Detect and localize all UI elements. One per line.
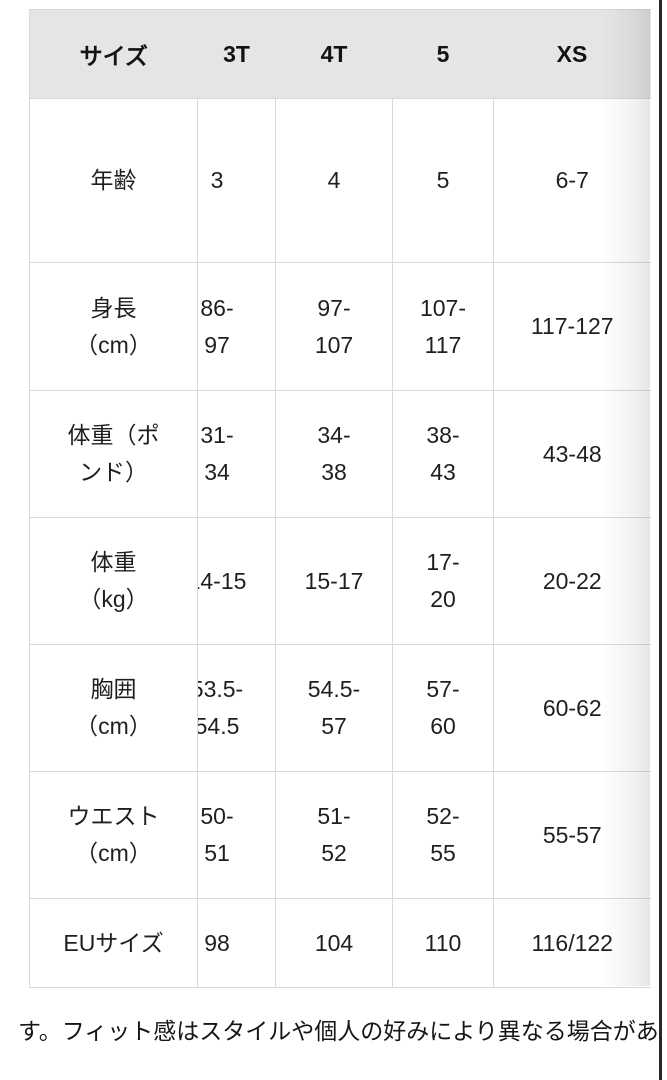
- cell-text: 116/122: [531, 929, 613, 956]
- value-cell: 117-127: [493, 262, 651, 391]
- cell-text: 54.5- 57: [307, 676, 361, 739]
- cell-text: 体重 （kg）: [78, 549, 149, 612]
- value-cell: 53.5- 54.5: [197, 644, 276, 772]
- value-cell: 5: [392, 98, 494, 263]
- column-header-t3: 3T: [197, 9, 276, 99]
- value-cell: 98: [197, 898, 276, 988]
- size-chart-table: サイズ 3T 4T 5 XS 年齢 3 4 5 6-7 身長 （cm） 86- 97 97- 107 1…: [29, 9, 651, 988]
- cell-text: 3: [210, 167, 224, 193]
- cell-text: 97- 107: [314, 294, 354, 358]
- value-cell: 14-15: [197, 517, 276, 645]
- value-cell: 15-17: [275, 517, 393, 645]
- column-header-s5: 5: [392, 9, 494, 99]
- value-cell: 17- 20: [392, 517, 494, 645]
- column-header-label: サイズ: [29, 9, 198, 99]
- cell-text: 117-127: [530, 313, 614, 339]
- value-cell: 104: [275, 898, 393, 988]
- cell-text: EUサイズ: [63, 929, 164, 956]
- value-cell: 43-48: [493, 390, 651, 518]
- cell-text: 4: [327, 167, 341, 193]
- value-cell: 107- 117: [392, 262, 494, 391]
- fit-note-text: す。フィット感はスタイルや個人の好みにより異なる場合があ: [18, 1018, 658, 1044]
- cell-text: 98: [204, 929, 230, 956]
- table-row: 胸囲 （cm） 53.5- 54.5 54.5- 57 57- 60 60-62: [29, 644, 651, 772]
- cell-text: 52- 55: [426, 803, 460, 866]
- cell-text: 107- 117: [419, 294, 467, 358]
- window-edge-line: [659, 0, 662, 1080]
- cell-text: 6-7: [555, 167, 589, 193]
- column-header-xs: XS: [493, 9, 651, 99]
- row-label-cell: 胸囲 （cm）: [29, 644, 198, 772]
- value-cell: 52- 55: [392, 771, 494, 899]
- value-cell: 4: [275, 98, 393, 263]
- row-label-cell: 体重 （kg）: [29, 517, 198, 645]
- value-cell: 3: [197, 98, 276, 263]
- row-label-cell: 年齢: [29, 98, 198, 263]
- table-row: 体重（ポ ンド） 31- 34 34- 38 38- 43 43-48: [29, 390, 651, 518]
- value-cell: 34- 38: [275, 390, 393, 518]
- value-cell: 6-7: [493, 98, 651, 263]
- value-cell: 31- 34: [197, 390, 276, 518]
- row-label-cell: 体重（ポ ンド）: [29, 390, 198, 518]
- cell-text: 20-22: [542, 567, 602, 594]
- cell-text: 50- 51: [200, 803, 234, 866]
- table-row: EUサイズ 98 104 110 116/122: [29, 898, 651, 988]
- cell-text: 31- 34: [200, 422, 234, 485]
- cell-text: 38- 43: [426, 422, 460, 485]
- value-cell: 50- 51: [197, 771, 276, 899]
- cell-text: 15-17: [304, 567, 364, 594]
- value-cell: 51- 52: [275, 771, 393, 899]
- cell-text: 110: [424, 929, 462, 956]
- value-cell: 20-22: [493, 517, 651, 645]
- cell-text: 86- 97: [200, 294, 234, 358]
- value-cell: 86- 97: [197, 262, 276, 391]
- row-label-cell: ウエスト （cm）: [29, 771, 198, 899]
- row-label-cell: 身長 （cm）: [29, 262, 198, 391]
- cell-text: 5: [436, 167, 450, 193]
- value-cell: 54.5- 57: [275, 644, 393, 772]
- cell-text: 年齢: [90, 167, 137, 193]
- cell-text: ウエスト （cm）: [67, 803, 160, 866]
- cell-text: 55-57: [542, 821, 602, 848]
- value-cell: 38- 43: [392, 390, 494, 518]
- table-row: 身長 （cm） 86- 97 97- 107 107- 117 117-127: [29, 262, 651, 391]
- row-label-cell: EUサイズ: [29, 898, 198, 988]
- table-body: 年齢 3 4 5 6-7 身長 （cm） 86- 97 97- 107 107- 117 117-…: [29, 98, 651, 988]
- column-header-t4: 4T: [275, 9, 393, 99]
- value-cell: 110: [392, 898, 494, 988]
- cell-text: 51- 52: [317, 803, 351, 866]
- cell-text: 43-48: [542, 440, 602, 467]
- cell-text: 体重（ポ ンド）: [67, 422, 160, 485]
- table-row: ウエスト （cm） 50- 51 51- 52 52- 55 55-57: [29, 771, 651, 899]
- cell-text: 14-15: [199, 567, 247, 594]
- cell-text: 17- 20: [426, 549, 460, 612]
- header-row: サイズ 3T 4T 5 XS: [29, 9, 651, 99]
- value-cell: 97- 107: [275, 262, 393, 391]
- table-row: 体重 （kg） 14-15 15-17 17- 20 20-22: [29, 517, 651, 645]
- cell-text: 身長 （cm）: [75, 294, 152, 358]
- cell-text: 34- 38: [317, 422, 351, 485]
- table-row: 年齢 3 4 5 6-7: [29, 98, 651, 263]
- cell-text: 57- 60: [426, 676, 460, 739]
- value-cell: 55-57: [493, 771, 651, 899]
- cell-text: 104: [314, 929, 354, 956]
- value-cell: 60-62: [493, 644, 651, 772]
- cell-text: 胸囲 （cm）: [75, 676, 152, 739]
- size-chart-scroll-area[interactable]: サイズ 3T 4T 5 XS 年齢 3 4 5 6-7 身長 （cm） 86- 97 97- 107 1…: [29, 9, 651, 988]
- value-cell: 57- 60: [392, 644, 494, 772]
- cell-text: 60-62: [542, 694, 602, 721]
- cell-text: 53.5- 54.5: [197, 676, 244, 739]
- value-cell: 116/122: [493, 898, 651, 988]
